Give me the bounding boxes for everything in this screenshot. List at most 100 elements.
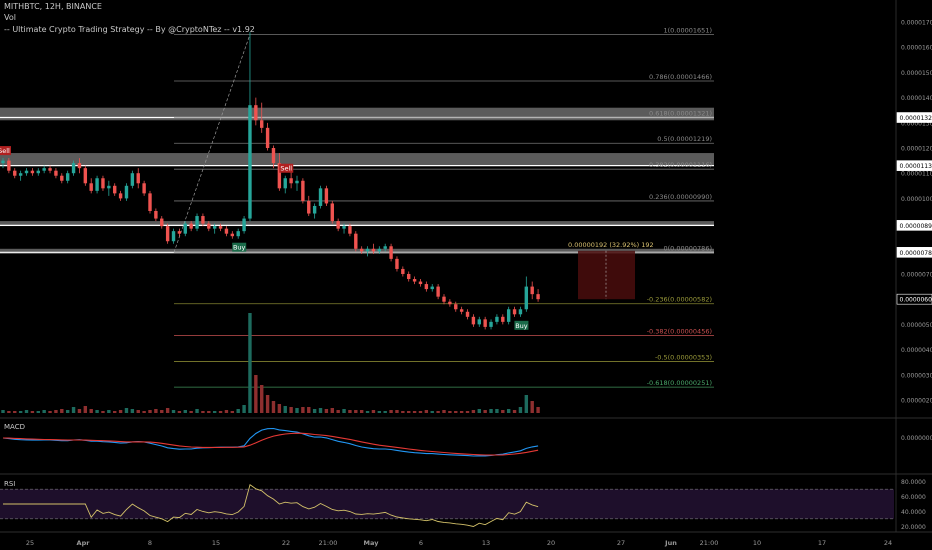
volume-bar xyxy=(501,410,505,413)
candle-body xyxy=(283,178,287,189)
candle xyxy=(436,284,440,300)
candle xyxy=(260,102,264,133)
volume-bar xyxy=(42,410,46,413)
fib-label: 0.236(0.00000990) xyxy=(649,193,712,201)
candle-body xyxy=(336,221,340,229)
volume-bar xyxy=(183,410,187,413)
candle xyxy=(83,165,88,186)
volume-bar xyxy=(424,410,429,413)
volume-bar xyxy=(60,409,64,413)
candle-body xyxy=(154,211,158,219)
candle xyxy=(348,223,352,237)
candle xyxy=(207,221,211,232)
candle xyxy=(454,301,458,312)
candle xyxy=(254,97,258,126)
volume-bar xyxy=(107,410,111,413)
candle-body xyxy=(60,175,64,181)
candle xyxy=(183,221,187,237)
volume-bar xyxy=(95,410,99,413)
candle xyxy=(412,276,417,285)
candle-body xyxy=(359,248,364,252)
volume-bar xyxy=(412,411,417,413)
volume-bar xyxy=(383,411,387,413)
volume-bar xyxy=(312,409,317,413)
candle-body xyxy=(7,160,11,171)
buy-signal: Buy xyxy=(232,242,247,252)
sell-signal: Sell xyxy=(279,163,294,173)
candle-body xyxy=(189,223,193,229)
candle xyxy=(265,122,270,151)
volume-bar xyxy=(195,409,199,413)
candle-body xyxy=(371,248,376,252)
volume-bar xyxy=(342,409,346,413)
volume-bar xyxy=(124,408,129,413)
candle-body xyxy=(218,226,223,229)
candle-body xyxy=(365,248,370,252)
x-tick-label: 10 xyxy=(753,539,761,547)
candle-body xyxy=(83,168,88,184)
rsi-line xyxy=(3,483,539,527)
volume-bar xyxy=(324,409,329,413)
candle-body xyxy=(24,170,29,174)
candle xyxy=(301,178,305,204)
candle-body xyxy=(348,226,352,234)
candle xyxy=(236,228,240,239)
candle xyxy=(36,168,40,176)
candle xyxy=(71,160,76,176)
candle-body xyxy=(489,321,493,327)
candle xyxy=(118,190,123,201)
candle-body xyxy=(65,173,70,181)
candle xyxy=(230,231,235,239)
candle-body xyxy=(177,231,182,234)
candle xyxy=(165,223,170,244)
fib-label: -0.5(0.00000353) xyxy=(655,353,712,361)
candle xyxy=(89,178,93,194)
candle xyxy=(495,314,499,325)
volume-bar xyxy=(395,410,399,413)
candle xyxy=(107,180,111,196)
candle-body xyxy=(436,286,440,297)
candle xyxy=(171,228,176,244)
candle-body xyxy=(101,178,105,189)
candle xyxy=(242,216,246,234)
x-tick-label: 15 xyxy=(212,539,220,547)
candle-body xyxy=(412,279,417,282)
x-tick-label: 8 xyxy=(148,539,152,547)
fib-label: 0.618(0.00001321) xyxy=(649,110,712,118)
candle-body xyxy=(524,286,529,310)
fib-label: -0.236(0.00000582) xyxy=(647,296,712,304)
candle-body xyxy=(113,185,117,194)
measure-label: 0.00000192 (32.92%) 192 xyxy=(568,241,654,249)
candle-body xyxy=(30,170,35,174)
candle xyxy=(7,158,11,174)
candle-body xyxy=(118,193,123,199)
volume-bar xyxy=(348,410,352,413)
volume-bar xyxy=(201,411,205,413)
candle-body xyxy=(442,296,446,302)
x-tick-label: 22 xyxy=(282,539,290,547)
candle xyxy=(113,183,117,196)
volume-bar xyxy=(165,408,170,413)
candle xyxy=(407,271,411,282)
x-tick-label: May xyxy=(364,539,380,547)
volume-bar xyxy=(512,410,517,413)
sell-signal: Sell xyxy=(0,146,11,156)
candle-body xyxy=(312,205,317,214)
price-tag-label: 0.00000893 xyxy=(900,223,932,230)
candle-body xyxy=(448,301,452,305)
volume-bar xyxy=(48,411,52,413)
candle-body xyxy=(124,185,129,199)
candle-body xyxy=(207,223,211,229)
measure-box xyxy=(578,250,635,300)
volume-bar xyxy=(471,410,476,413)
candle-body xyxy=(459,309,464,312)
volume-bar xyxy=(77,409,82,413)
x-tick-label: 21:00 xyxy=(700,539,719,547)
signal-label: Buy xyxy=(515,322,528,330)
candle xyxy=(389,243,393,262)
candle xyxy=(471,314,476,327)
volume-bar xyxy=(236,409,240,413)
